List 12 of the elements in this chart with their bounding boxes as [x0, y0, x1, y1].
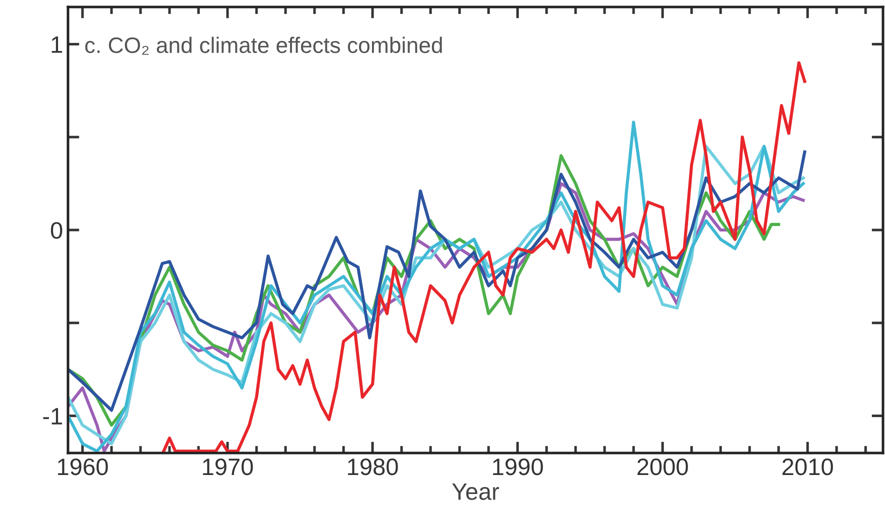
y-tick-label: 0: [50, 222, 62, 239]
y-tick-label: 1: [52, 36, 62, 53]
y-tick-label: -1: [43, 408, 62, 424]
x-axis-title: Year: [452, 484, 499, 500]
text: c. CO₂ and climate effects combined: [85, 36, 442, 55]
x-tick-label: 1970: [203, 458, 253, 476]
x-tick-label: 2010: [782, 458, 833, 476]
x-tick-label: 2000: [638, 458, 688, 476]
line-series: [162, 61, 806, 453]
x-tick-label: 1960: [58, 458, 108, 476]
x-tick-label: 1980: [348, 458, 398, 476]
x-tick-label: 1990: [493, 458, 543, 476]
